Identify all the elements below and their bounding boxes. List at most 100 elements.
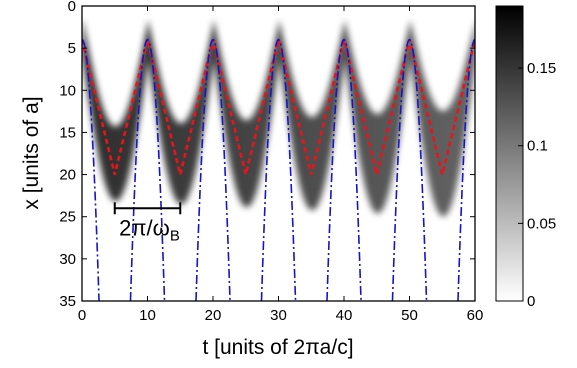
heatmap-cell (192, 105, 195, 181)
heatmap-cell (325, 93, 328, 175)
heatmap-cell (235, 108, 237, 188)
heatmap-cell (249, 118, 252, 205)
heatmap-cell (297, 97, 299, 178)
heatmap-cell (407, 27, 410, 71)
heatmap-cell (230, 94, 232, 168)
heatmap-cell (399, 62, 402, 130)
heatmap-cell (423, 77, 426, 156)
heatmap-cell (466, 54, 469, 120)
heatmap-cell (265, 78, 268, 147)
heatmap-cell (330, 76, 333, 149)
heatmap-cell (461, 76, 463, 157)
heatmap-cell (126, 110, 128, 181)
heatmap-cell (116, 126, 119, 201)
heatmap-cell (294, 86, 296, 162)
heatmap-cell (91, 69, 94, 123)
y-tick-label: 30 (59, 251, 76, 268)
heatmap-cell (136, 71, 139, 129)
heatmap-cell (124, 114, 127, 187)
heatmap-cell (431, 100, 434, 196)
heatmap-cell (165, 99, 168, 169)
heatmap-cell (102, 109, 105, 177)
heatmap (82, 6, 475, 301)
heatmap-cell (311, 117, 313, 211)
heatmap-cell (254, 110, 257, 195)
heatmap-cell (329, 82, 331, 158)
heatmap-cell (142, 45, 145, 93)
heatmap-cell (258, 103, 260, 183)
heatmap-cell (282, 39, 285, 89)
heatmap-cell (194, 98, 197, 170)
heatmap-cell (393, 86, 395, 169)
heatmap-cell (212, 24, 214, 65)
heatmap-cell (299, 103, 302, 188)
heatmap-cell (339, 42, 341, 95)
heatmap-cell (298, 101, 301, 185)
heatmap-cell (104, 113, 106, 183)
heatmap-cell (334, 64, 336, 129)
heatmap-cell (134, 82, 137, 143)
heatmap-cell (405, 38, 408, 90)
heatmap-cell (456, 91, 458, 184)
heatmap-cell (302, 108, 304, 197)
colorbar-tick-label: 0.05 (527, 215, 556, 232)
heatmap-cell (274, 39, 277, 88)
heatmap-cell (368, 107, 371, 202)
heatmap-cell (226, 79, 228, 146)
heatmap-cell (396, 75, 399, 151)
heatmap-cell (99, 98, 101, 163)
heatmap-cell (433, 103, 435, 202)
heatmap-cell (332, 70, 335, 139)
heatmap-cell (350, 49, 353, 107)
heatmap-cell (470, 38, 473, 90)
heatmap-cell (285, 50, 287, 106)
heatmap-cell (295, 92, 298, 170)
heatmap-cell (161, 84, 164, 149)
heatmap-cell (472, 31, 475, 78)
heatmap-cell (389, 95, 392, 185)
heatmap-cell (106, 118, 109, 190)
heatmap-cell (119, 123, 122, 198)
heatmap-cell (456, 88, 459, 180)
heatmap-cell (470, 41, 472, 96)
heatmap-cell (197, 89, 200, 159)
heatmap-cell (231, 99, 234, 175)
heatmap-cell (300, 105, 303, 191)
heatmap-cell (370, 109, 372, 206)
heatmap-cell (453, 97, 456, 194)
heatmap-cell (150, 37, 153, 82)
heatmap-cell (429, 94, 431, 186)
heatmap-cell (450, 103, 453, 205)
heatmap-cell (355, 70, 358, 139)
heatmap-cell (339, 39, 342, 89)
heatmap-cell (101, 106, 104, 174)
heatmap-cell (318, 110, 321, 202)
heatmap-cell (164, 96, 167, 166)
heatmap-cell (403, 45, 406, 102)
heatmap-cell (219, 51, 222, 105)
y-axis-label: x [units of a] (20, 96, 43, 209)
heatmap-cell (222, 62, 224, 121)
heatmap-cell (452, 100, 454, 200)
heatmap-cell (193, 103, 195, 177)
heatmap-cell (210, 32, 213, 76)
heatmap-cell (118, 124, 121, 199)
heatmap-cell (288, 65, 290, 128)
heatmap-cell (353, 60, 355, 123)
heatmap-cell (117, 125, 119, 201)
heatmap-cell (345, 28, 348, 71)
heatmap-cell (112, 125, 114, 201)
heatmap-cell (421, 71, 424, 146)
colorbar-ticks: 0 0.05 0.1 0.15 (518, 60, 556, 310)
heatmap-cell (432, 101, 435, 199)
heatmap-cell (462, 70, 465, 147)
heatmap-cell (322, 102, 325, 189)
heatmap-cell (293, 83, 295, 157)
heatmap-cell (463, 67, 466, 142)
heatmap-cell (327, 88, 330, 167)
heatmap-cell (467, 51, 470, 114)
heatmap-cell (442, 111, 444, 217)
heatmap-cell (158, 71, 160, 130)
period-label-main: 2π/ω (119, 215, 170, 240)
heatmap-cell (454, 95, 457, 191)
